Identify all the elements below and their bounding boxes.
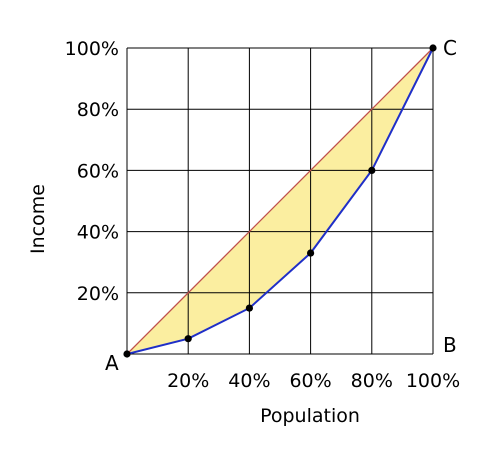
data-point	[307, 249, 315, 257]
data-point	[368, 166, 376, 174]
equality-line	[126, 47, 434, 355]
data-point	[429, 44, 437, 52]
corner-label-b: B	[443, 333, 457, 357]
y-tick-label: 20%	[77, 283, 119, 305]
data-point	[245, 304, 253, 312]
corner-labels: A B C	[105, 36, 457, 375]
y-tick-label: 80%	[77, 99, 119, 121]
y-tick-label: 100%	[65, 38, 119, 60]
y-tick-labels: 20% 40% 60% 80% 100%	[65, 38, 119, 305]
grid	[126, 47, 434, 355]
y-axis-title: Income	[27, 184, 49, 254]
data-point	[123, 350, 131, 358]
x-tick-label: 80%	[351, 370, 393, 392]
x-tick-label: 20%	[167, 370, 209, 392]
y-tick-label: 60%	[77, 160, 119, 182]
plot-lines	[126, 47, 434, 355]
x-tick-label: 60%	[289, 370, 331, 392]
x-tick-labels: 20% 40% 60% 80% 100%	[167, 370, 460, 392]
corner-label-a: A	[105, 351, 119, 375]
y-tick-label: 40%	[77, 222, 119, 244]
x-axis-title: Population	[260, 405, 360, 427]
x-tick-label: 100%	[406, 370, 460, 392]
data-points	[123, 44, 437, 358]
lorenz-curve	[126, 47, 434, 355]
data-point	[184, 335, 192, 343]
corner-label-c: C	[443, 36, 457, 60]
x-tick-label: 40%	[228, 370, 270, 392]
